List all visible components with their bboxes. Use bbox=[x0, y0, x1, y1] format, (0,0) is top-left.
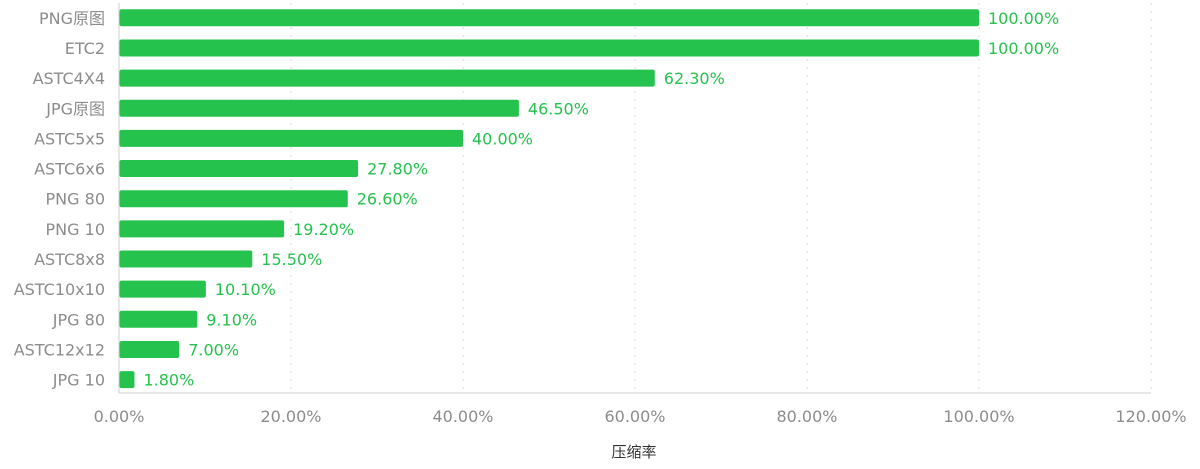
x-tick-label: 80.00% bbox=[776, 407, 837, 426]
bar[interactable] bbox=[119, 371, 135, 389]
bar[interactable] bbox=[119, 220, 285, 238]
x-tick-label: 60.00% bbox=[604, 407, 665, 426]
category-label: ASTC6x6 bbox=[34, 160, 105, 179]
bar[interactable] bbox=[119, 9, 980, 27]
value-label: 46.50% bbox=[528, 99, 589, 118]
bar[interactable] bbox=[119, 129, 464, 147]
category-label: ASTC12x12 bbox=[14, 340, 105, 359]
value-label: 15.50% bbox=[261, 250, 322, 269]
bar[interactable] bbox=[119, 39, 980, 57]
axis-layer: 0.00% 20.00% 40.00% 60.00% 80.00% 100.00% 120.… bbox=[94, 3, 1187, 426]
x-tick-label: 20.00% bbox=[260, 407, 321, 426]
x-tick-label: 0.00% bbox=[94, 407, 145, 426]
category-label: ASTC5x5 bbox=[34, 129, 105, 148]
bar[interactable] bbox=[119, 250, 253, 268]
category-label: ASTC8x8 bbox=[34, 250, 105, 269]
category-label: PNG 80 bbox=[46, 190, 105, 209]
bar[interactable] bbox=[119, 69, 655, 87]
category-label: JPG 10 bbox=[52, 371, 105, 390]
value-label: 100.00% bbox=[988, 39, 1059, 58]
grid-layer bbox=[290, 3, 1152, 393]
value-label: 19.20% bbox=[293, 220, 354, 239]
x-tick-label: 120.00% bbox=[1115, 407, 1186, 426]
x-axis-title: 压缩率 bbox=[611, 443, 656, 461]
value-label: 40.00% bbox=[472, 129, 533, 148]
category-label: ETC2 bbox=[65, 39, 105, 58]
value-label: 1.80% bbox=[143, 371, 194, 390]
bar[interactable] bbox=[119, 190, 348, 208]
category-label: PNG 10 bbox=[46, 220, 105, 239]
value-label: 27.80% bbox=[367, 160, 428, 179]
bar[interactable] bbox=[119, 280, 206, 298]
category-label: JPG原图 bbox=[45, 99, 105, 118]
category-label: PNG原图 bbox=[39, 9, 105, 28]
bars-layer bbox=[119, 9, 980, 389]
x-tick-label: 100.00% bbox=[943, 407, 1014, 426]
value-label: 62.30% bbox=[664, 69, 725, 88]
value-label: 26.60% bbox=[357, 190, 418, 209]
category-label: JPG 80 bbox=[52, 310, 105, 329]
value-label: 7.00% bbox=[188, 340, 239, 359]
value-label: 10.10% bbox=[215, 280, 276, 299]
value-label: 9.10% bbox=[206, 310, 257, 329]
x-tick-label: 40.00% bbox=[432, 407, 493, 426]
bar[interactable] bbox=[119, 310, 198, 328]
bar[interactable] bbox=[119, 160, 359, 178]
category-label: ASTC4X4 bbox=[33, 69, 105, 88]
bar[interactable] bbox=[119, 340, 180, 358]
value-label: 100.00% bbox=[988, 9, 1059, 28]
labels-layer: PNG原图 100.00% ETC2 100.00% ASTC4X4 62.30% JPG原… bbox=[14, 9, 1059, 390]
category-label: ASTC10x10 bbox=[14, 280, 105, 299]
bar[interactable] bbox=[119, 99, 519, 117]
